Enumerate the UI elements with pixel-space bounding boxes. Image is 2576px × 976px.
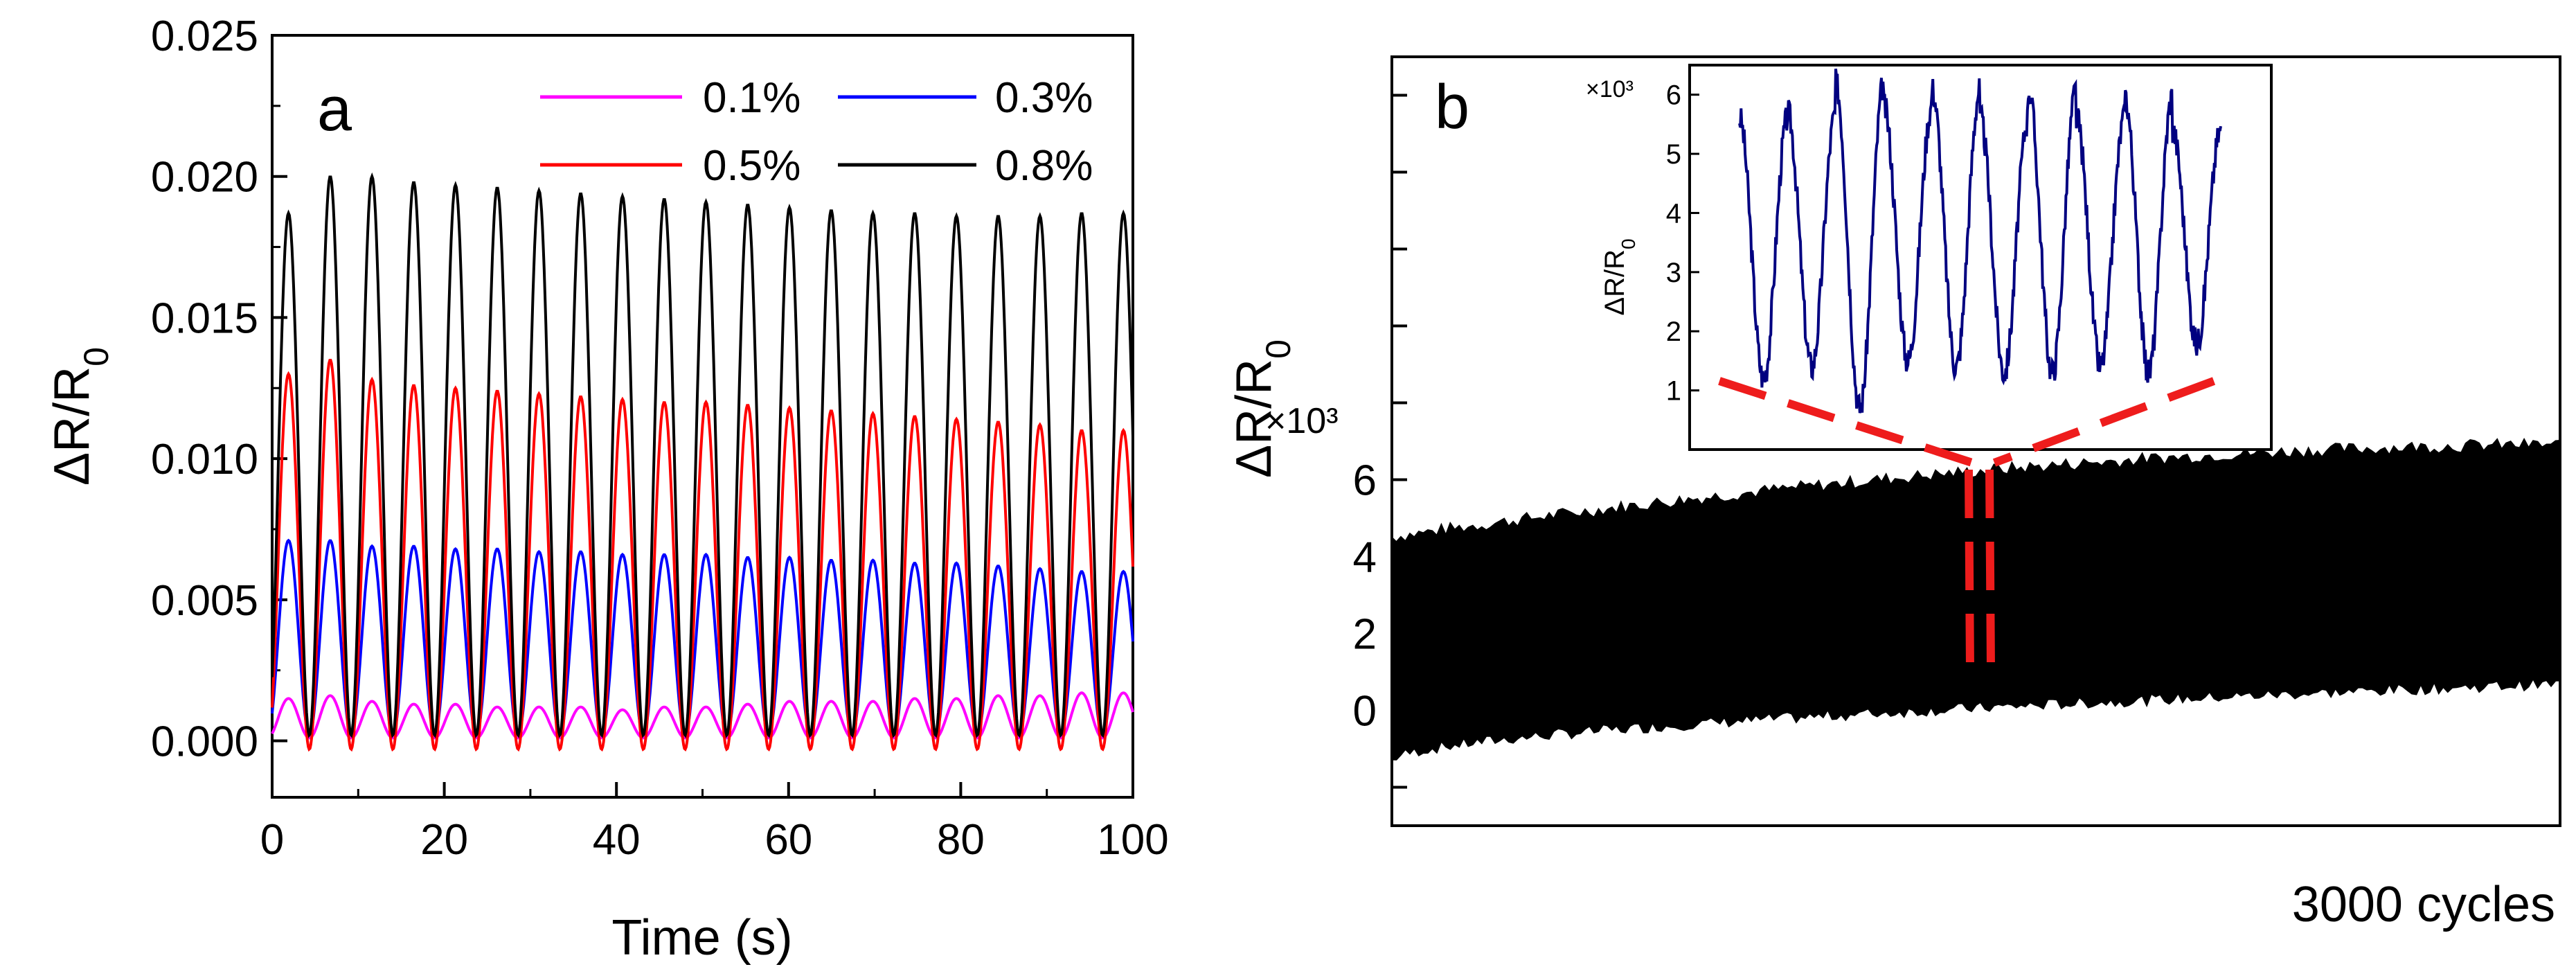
panel-b-inset: 1 2 3 4 5 6 ×10³ ΔR/R0 xyxy=(1586,64,2273,451)
zoom-indicator xyxy=(1718,377,2216,669)
inset-y-tick-label: 2 xyxy=(1666,317,1681,347)
panel-a-x-tick-label: 60 xyxy=(764,816,812,864)
panel-a-y-tick-label: 0.010 xyxy=(151,436,258,483)
panel-a-x-tick-label: 20 xyxy=(420,816,468,864)
panel-a-legend: 0.1% 0.3% 0.5% 0.8% xyxy=(540,74,1093,190)
panel-a-x-axis-title: Time (s) xyxy=(611,910,792,966)
panel-a-x-tick-label: 100 xyxy=(1097,816,1168,864)
legend-label-0.5: 0.5% xyxy=(703,142,800,190)
panel-a-x-tick-label: 0 xyxy=(260,816,284,864)
panel-b-y-ticks: 0 2 4 6 xyxy=(1353,94,1407,789)
inset-y-multiplier: ×10³ xyxy=(1586,76,1634,103)
panel-a-y-axis-title: ΔR/R0 xyxy=(44,347,116,486)
panel-b-y-tick-label: 0 xyxy=(1353,688,1377,736)
panel-a-letter: a xyxy=(317,75,352,144)
panel-b-y-tick-label: 6 xyxy=(1353,457,1377,505)
inset-y-tick-label: 6 xyxy=(1666,80,1681,111)
panel-b: 0 2 4 6 b ×10³ ΔR/R0 3000 cycles 1 2 3 4 5 6 ×10… xyxy=(1226,55,2561,932)
inset-y-tick-label: 1 xyxy=(1666,376,1681,407)
legend-label-0.3: 0.3% xyxy=(995,74,1093,122)
panel-a-y-tick-label: 0.020 xyxy=(151,154,258,202)
panel-a-y-tick-label: 0.005 xyxy=(151,577,258,625)
series-line-0.1% xyxy=(271,691,1134,740)
zoom-stem-left xyxy=(1965,469,1974,669)
legend-label-0.1: 0.1% xyxy=(703,74,800,122)
panel-b-letter: b xyxy=(1435,73,1469,142)
panel-b-x-axis-title: 3000 cycles xyxy=(2292,877,2555,932)
inset-y-tick-label: 5 xyxy=(1666,139,1681,170)
panel-b-cycle-band xyxy=(1391,437,2561,761)
panel-b-y-tick-label: 4 xyxy=(1353,534,1377,582)
panel-a-y-tick-label: 0.015 xyxy=(151,294,258,342)
inset-y-ticks: 1 2 3 4 5 6 xyxy=(1666,80,1699,407)
zoom-line-left xyxy=(1718,377,1974,467)
zoom-stem-right xyxy=(1985,469,1995,669)
panel-b-y-multiplier: ×10³ xyxy=(1265,401,1339,441)
inset-y-tick-label: 3 xyxy=(1666,258,1681,288)
legend-label-0.8: 0.8% xyxy=(995,142,1093,190)
inset-series xyxy=(1738,69,2222,414)
panel-a-x-tick-label: 40 xyxy=(593,816,641,864)
inset-series-line xyxy=(1738,69,2222,414)
panel-a: 0 20 40 60 80 100 0.0000.0050.0100.0150.0200.… xyxy=(44,12,1169,966)
inset-y-tick-label: 4 xyxy=(1666,198,1681,229)
panel-b-y-tick-label: 2 xyxy=(1353,611,1377,659)
series-line-0.8% xyxy=(271,172,1134,738)
inset-y-axis-title: ΔR/R0 xyxy=(1600,238,1639,315)
panel-a-y-tick-label: 0.025 xyxy=(151,12,258,60)
panel-a-series xyxy=(271,172,1134,752)
series-line-0.5% xyxy=(271,359,1134,752)
panel-a-y-ticks: 0.000 0.005 0.010 0.015 0.020 0.025 xyxy=(151,12,287,766)
series-line-0.3% xyxy=(271,538,1134,737)
panel-a-x-tick-label: 80 xyxy=(937,816,985,864)
panel-a-x-ticks: 0 20 40 60 80 100 xyxy=(260,782,1169,864)
series-band-3000-cycles xyxy=(1391,437,2561,761)
zoom-line-right xyxy=(1992,377,2216,467)
panel-a-y-tick-label: 0.000 xyxy=(151,718,258,766)
